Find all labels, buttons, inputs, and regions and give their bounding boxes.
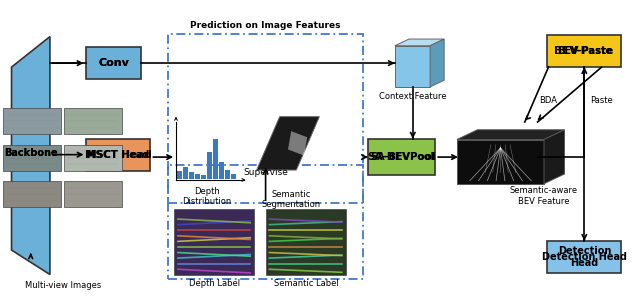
- Bar: [64, 145, 122, 171]
- Text: Paste: Paste: [590, 96, 613, 105]
- Polygon shape: [457, 140, 544, 184]
- Text: Backbone: Backbone: [4, 148, 58, 157]
- Text: Prediction on Image Features: Prediction on Image Features: [190, 21, 341, 30]
- Bar: [177, 171, 182, 179]
- Text: Depth Label: Depth Label: [189, 279, 240, 288]
- Text: Supervise: Supervise: [243, 168, 288, 177]
- Bar: [207, 152, 212, 179]
- Text: Multi-view Images: Multi-view Images: [24, 281, 101, 290]
- Polygon shape: [12, 37, 50, 274]
- Text: Semantic Label: Semantic Label: [273, 279, 339, 288]
- FancyBboxPatch shape: [368, 139, 435, 175]
- Bar: [232, 174, 236, 179]
- FancyBboxPatch shape: [547, 35, 621, 67]
- Bar: [213, 139, 218, 179]
- Polygon shape: [544, 130, 564, 184]
- Text: Conv: Conv: [98, 58, 129, 68]
- Polygon shape: [257, 117, 319, 170]
- Text: Semantic-aware: Semantic-aware: [510, 186, 578, 195]
- Text: Detection
Head: Detection Head: [557, 246, 611, 267]
- Bar: [3, 181, 61, 207]
- FancyBboxPatch shape: [86, 47, 141, 79]
- Text: BEV Feature: BEV Feature: [518, 197, 570, 206]
- Text: Context Feature: Context Feature: [379, 92, 447, 101]
- Text: Conv: Conv: [99, 58, 129, 68]
- Bar: [201, 175, 206, 179]
- Bar: [64, 108, 122, 134]
- Text: Semantic
Segmentation: Semantic Segmentation: [262, 190, 321, 210]
- Bar: [189, 172, 194, 179]
- Bar: [395, 46, 430, 87]
- Text: MSCT Head: MSCT Head: [85, 150, 152, 160]
- Polygon shape: [395, 39, 444, 46]
- Polygon shape: [457, 130, 564, 140]
- Text: BDA: BDA: [540, 96, 557, 105]
- Text: MSCT Head: MSCT Head: [87, 150, 150, 160]
- Bar: [183, 167, 188, 179]
- FancyBboxPatch shape: [86, 139, 150, 171]
- Text: BEV-Paste: BEV-Paste: [554, 46, 614, 56]
- Text: SA-BEVPool: SA-BEVPool: [367, 152, 436, 162]
- Polygon shape: [288, 131, 307, 156]
- Bar: [64, 181, 122, 207]
- Bar: [225, 170, 230, 179]
- Bar: [3, 108, 61, 134]
- Text: BEV-Paste: BEV-Paste: [557, 46, 612, 56]
- Bar: [3, 145, 61, 171]
- Bar: [174, 209, 254, 274]
- Text: Backbone: Backbone: [4, 148, 58, 157]
- Bar: [266, 209, 346, 274]
- Bar: [219, 162, 224, 179]
- FancyBboxPatch shape: [547, 241, 621, 273]
- Polygon shape: [430, 39, 444, 87]
- Bar: [195, 174, 200, 179]
- Text: SA-BEVPool: SA-BEVPool: [370, 152, 434, 162]
- Text: Detection Head: Detection Head: [541, 252, 627, 262]
- Text: Depth
Distribution: Depth Distribution: [182, 187, 231, 206]
